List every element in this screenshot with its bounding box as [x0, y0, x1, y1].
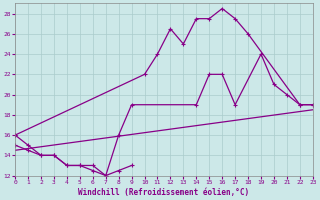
- X-axis label: Windchill (Refroidissement éolien,°C): Windchill (Refroidissement éolien,°C): [78, 188, 250, 197]
